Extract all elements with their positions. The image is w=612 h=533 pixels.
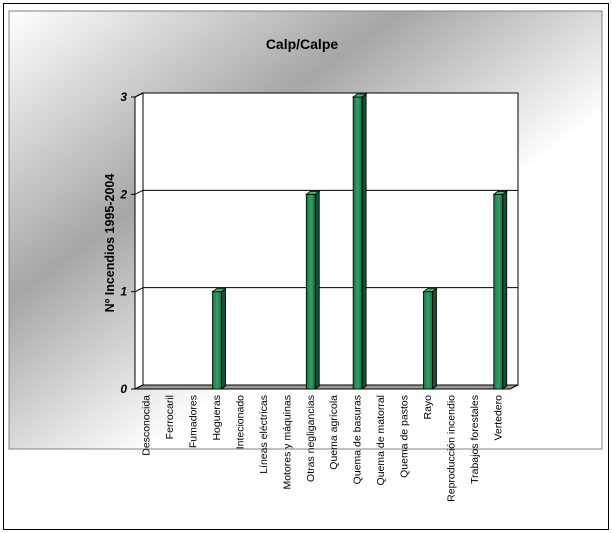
x-tick-label: Quema de matorral — [375, 395, 387, 485]
y-tick-label: 3 — [120, 90, 127, 104]
bar — [211, 287, 227, 390]
bar — [305, 190, 321, 390]
x-tick-label: Hogueras — [211, 395, 223, 441]
plot-side-wall — [134, 92, 144, 390]
x-tick-label: Reproducción incendio — [445, 395, 457, 502]
plot-floor — [134, 384, 519, 390]
x-tick-label: Motores y máquinas — [281, 395, 293, 490]
x-tick-label: Líneas eléctricas — [258, 395, 270, 474]
plot-area: 0 1 2 3 Desconocida Ferrocaril Fumadores Hoguer… — [119, 90, 519, 502]
x-tick-label: Rayo — [422, 395, 434, 420]
plot-wall — [142, 92, 519, 386]
x-tick-label: Otras negligancias — [305, 395, 317, 482]
gridline-side — [134, 92, 144, 98]
gridline-side — [134, 287, 144, 293]
bar-chart: Calp/Calpe 0 1 2 3 Desconocida Ferrocaril Fuma… — [3, 3, 609, 530]
x-tick-label: Ferrocaril — [164, 395, 176, 439]
bar — [351, 93, 368, 390]
y-axis-label: Nº Incendios 1995-2004 — [103, 174, 117, 313]
x-tick-label: Quema de basuras — [352, 395, 364, 484]
y-tick-label: 2 — [119, 187, 127, 201]
y-tick-label: 1 — [120, 285, 127, 299]
chart-title: Calp/Calpe — [266, 36, 339, 52]
x-tick-label: Fumadores — [188, 395, 200, 448]
gridline-side — [134, 189, 144, 195]
x-tick-label: Intecionado — [234, 395, 246, 449]
x-tick-label: Trabajos forestales — [469, 395, 481, 484]
bar — [422, 287, 438, 390]
y-tick-label: 0 — [120, 382, 127, 396]
x-tick-label: Vertedero — [492, 395, 504, 441]
x-tick-label: Quema de pastos — [399, 395, 411, 478]
bar — [492, 190, 508, 390]
x-tick-label: Desconocida — [141, 395, 153, 456]
x-tick-label: Quema agrícola — [328, 395, 340, 470]
chart-frame: Calp/Calpe 0 1 2 3 Desconocida Ferrocaril Fuma… — [3, 3, 609, 530]
